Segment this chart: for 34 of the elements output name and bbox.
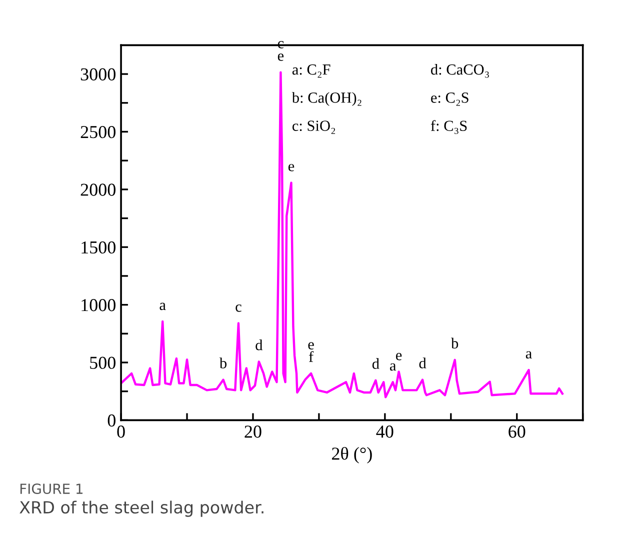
y-tick-label: 3000: [80, 68, 116, 80]
annotation: a: [526, 351, 532, 359]
annotation: e: [308, 342, 314, 350]
annotation: a: [160, 302, 166, 310]
x-tick-label: 60: [508, 426, 526, 438]
text: FIGURE 1: [20, 484, 83, 494]
y-tick-label: 500: [90, 356, 116, 369]
annotation: e: [278, 54, 284, 61]
annotation: d: CaCO₃: [431, 64, 489, 78]
x-tick-label: 20: [244, 426, 262, 438]
y-tick-label: 2000: [80, 184, 116, 196]
y-tick-label: 2500: [80, 126, 116, 138]
annotation: f: C₃S: [430, 120, 467, 134]
y-tick-label: 0: [108, 414, 116, 427]
annotation: e: C₂S: [431, 92, 468, 106]
annotation: b: Ca(OH)₂: [292, 92, 362, 106]
annotation: a: C₂F: [292, 64, 330, 78]
annotation: e: [288, 164, 294, 172]
x-tick-label: 0: [117, 426, 125, 438]
annotation: c: [236, 304, 242, 312]
annotation: c: SiO₂: [292, 120, 336, 134]
annotation: d: [256, 339, 263, 350]
annotation: d: [419, 358, 426, 368]
annotation: a: [390, 363, 396, 371]
annotation: b: [451, 338, 458, 349]
annotation: e: [396, 352, 402, 360]
annotation: b: [219, 358, 227, 368]
x-axis-title: 2θ (°): [332, 446, 372, 464]
y-tick-label: 1000: [82, 299, 116, 312]
text: XRD of the steel slag powder.: [20, 500, 264, 517]
x-tick-label: 40: [376, 426, 394, 438]
annotation: f: [308, 351, 314, 362]
annotation: d: [372, 358, 380, 369]
y-tick-label: 1500: [82, 241, 116, 254]
